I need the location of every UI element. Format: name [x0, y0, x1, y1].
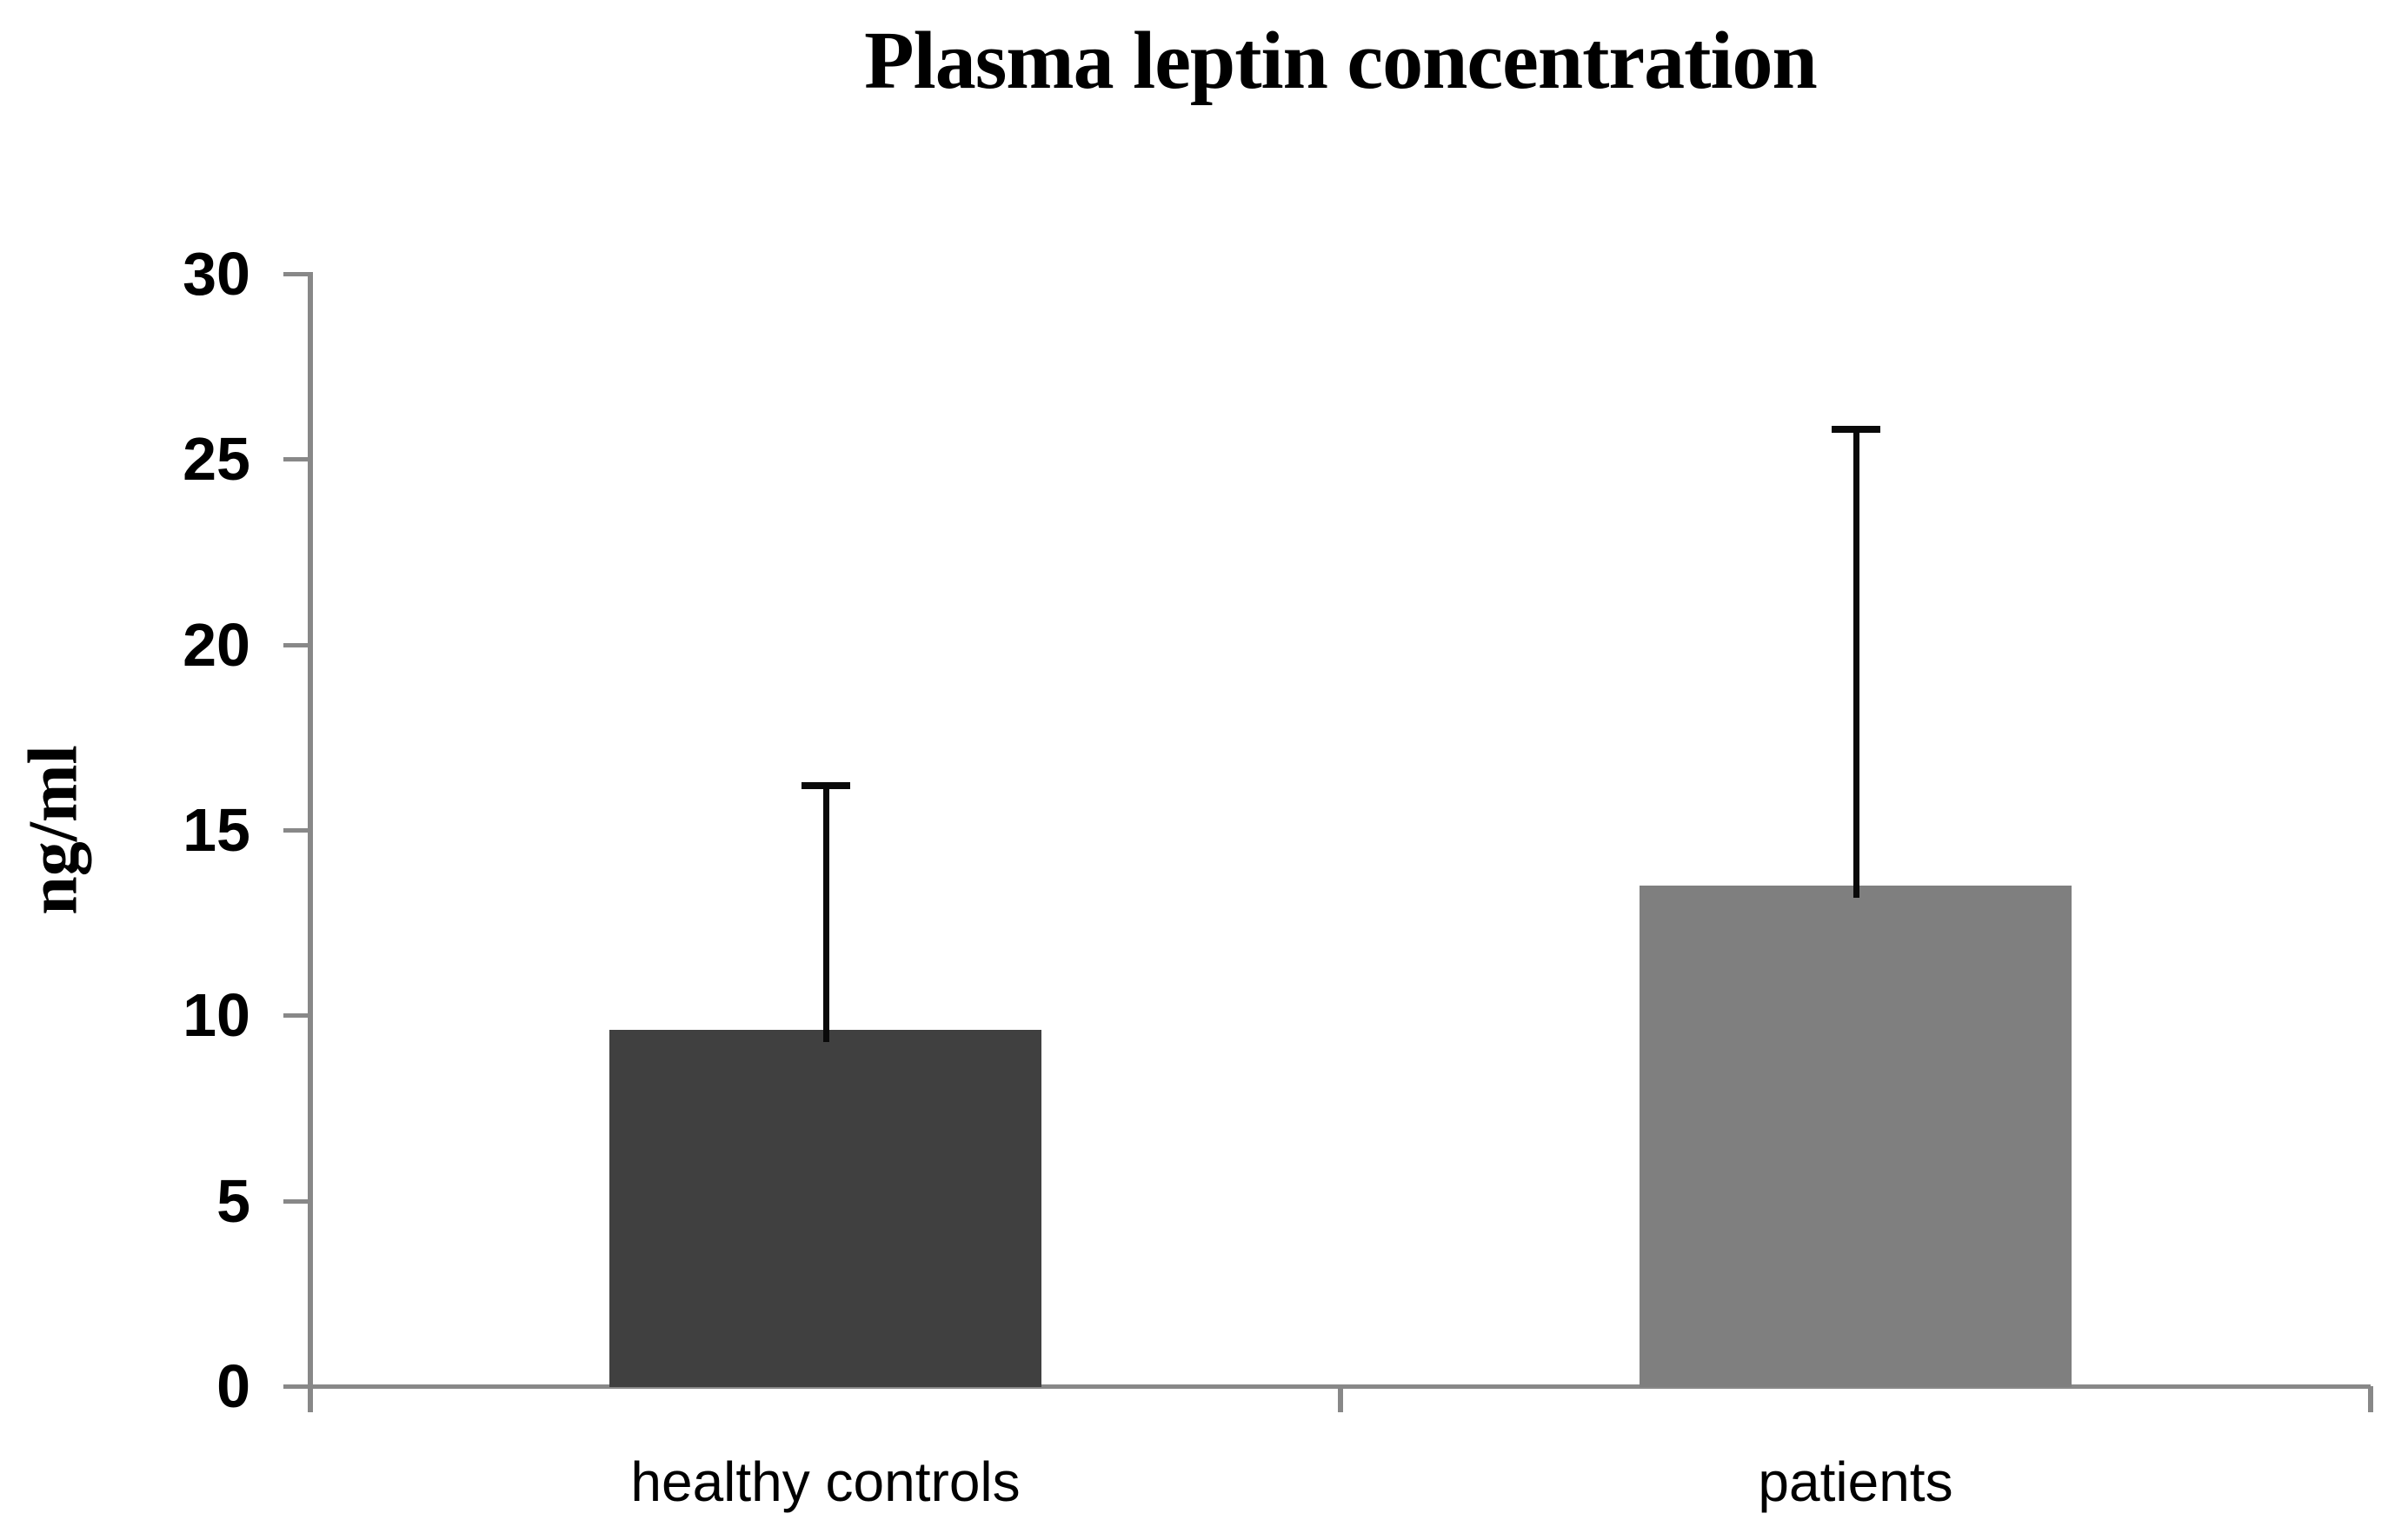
error-bar-line	[1853, 430, 1859, 898]
y-tick-label: 20	[183, 610, 250, 679]
bar-patients	[1640, 886, 2072, 1387]
x-tick	[2368, 1386, 2373, 1412]
x-tick	[1338, 1386, 1343, 1412]
bar-healthy-controls	[609, 1030, 1041, 1387]
y-tick	[283, 1198, 308, 1204]
x-category-label: healthy controls	[630, 1450, 1021, 1513]
y-tick-label: 10	[183, 981, 250, 1050]
x-category-label: patients	[1758, 1450, 1953, 1513]
y-tick-label: 30	[183, 240, 250, 308]
y-axis-line	[308, 272, 313, 1412]
y-tick-label: 5	[216, 1166, 250, 1235]
error-bar-line	[822, 787, 829, 1043]
y-tick-label: 15	[183, 796, 250, 864]
error-bar-cap	[1831, 425, 1880, 433]
error-bar-cap	[801, 781, 850, 789]
y-tick	[283, 1013, 308, 1019]
y-tick	[283, 272, 308, 276]
x-tick	[308, 1386, 313, 1412]
x-axis-line	[283, 1384, 2371, 1389]
y-tick-label: 0	[216, 1352, 250, 1420]
y-tick	[283, 457, 308, 462]
y-tick-label: 25	[183, 425, 250, 494]
chart-title: Plasma leptin concentration	[864, 16, 1818, 106]
y-tick	[283, 642, 308, 647]
y-tick	[283, 828, 308, 833]
